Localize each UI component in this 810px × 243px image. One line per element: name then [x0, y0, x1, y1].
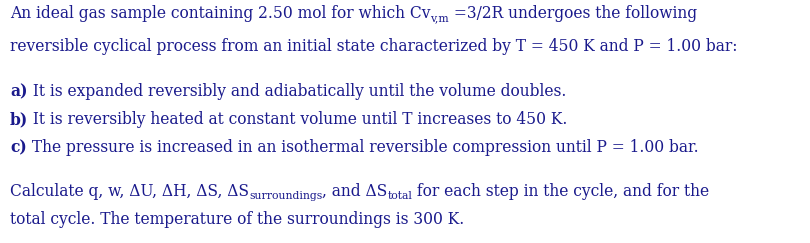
Text: b): b): [10, 111, 28, 128]
Text: v,m: v,m: [430, 13, 449, 23]
Text: a): a): [10, 83, 28, 100]
Text: It is expanded reversibly and adiabatically until the volume doubles.: It is expanded reversibly and adiabatica…: [28, 83, 566, 100]
Text: =3/2R undergoes the following: =3/2R undergoes the following: [449, 5, 697, 22]
Text: It is reversibly heated at constant volume until T increases to 450 K.: It is reversibly heated at constant volu…: [28, 111, 568, 128]
Text: total: total: [387, 191, 412, 201]
Text: An ideal gas sample containing 2.50 mol for which Cv: An ideal gas sample containing 2.50 mol …: [10, 5, 430, 22]
Text: Calculate q, w, ΔU, ΔH, ΔS, ΔS: Calculate q, w, ΔU, ΔH, ΔS, ΔS: [10, 183, 249, 200]
Text: reversible cyclical process from an initial state characterized by T = 450 K and: reversible cyclical process from an init…: [10, 38, 737, 55]
Text: , and ΔS: , and ΔS: [322, 183, 387, 200]
Text: for each step in the cycle, and for the: for each step in the cycle, and for the: [412, 183, 710, 200]
Text: The pressure is increased in an isothermal reversible compression until P = 1.00: The pressure is increased in an isotherm…: [27, 139, 698, 156]
Text: c): c): [10, 139, 27, 156]
Text: total cycle. The temperature of the surroundings is 300 K.: total cycle. The temperature of the surr…: [10, 211, 464, 228]
Text: surroundings: surroundings: [249, 191, 322, 201]
